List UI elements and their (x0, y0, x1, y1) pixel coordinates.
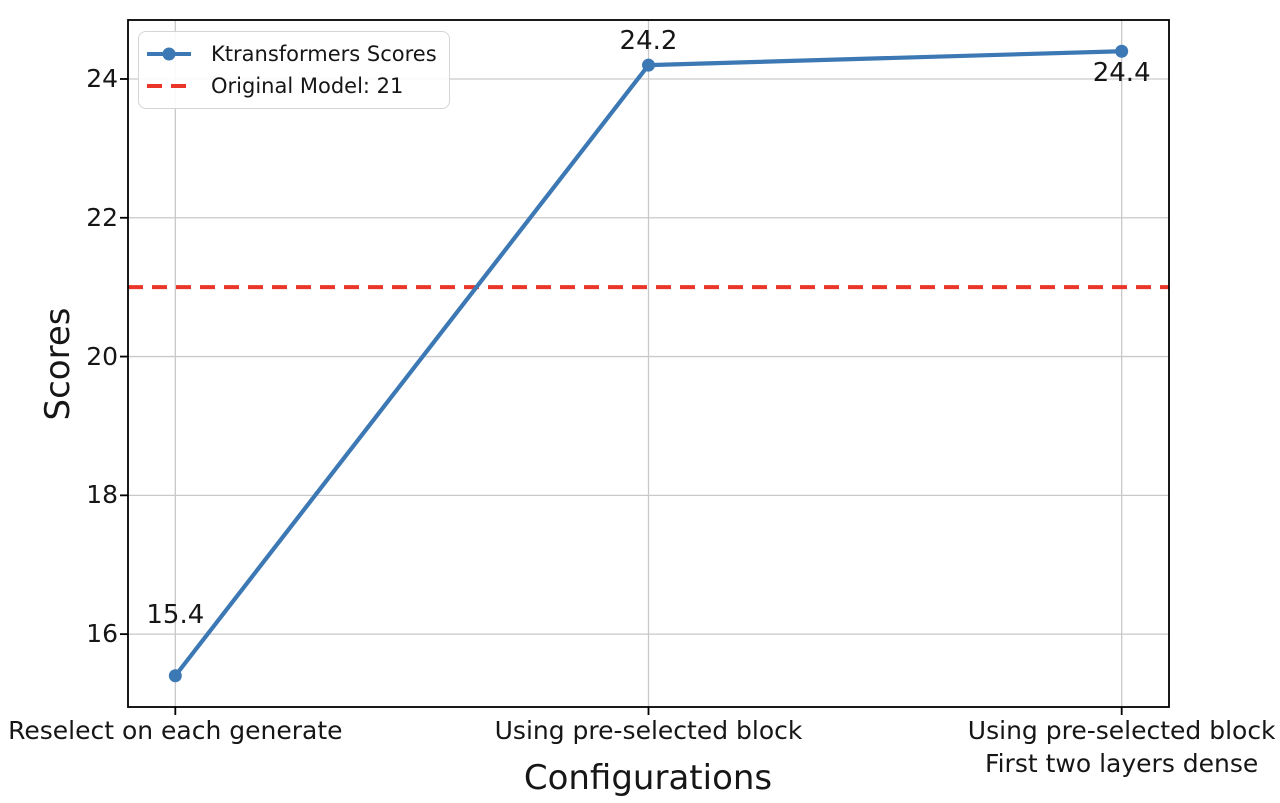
legend-item-ktransformers-scores: Ktransformers Scores (145, 39, 437, 69)
legend-item-original-model: Original Model: 21 (145, 71, 437, 101)
x-tick-label: Using pre-selected block (494, 716, 803, 745)
legend: Ktransformers Scores Original Model: 21 (138, 31, 450, 109)
data-point-label: 24.4 (1092, 58, 1151, 89)
dashed-line-icon (147, 84, 191, 88)
y-tick-label: 22 (86, 202, 118, 232)
legend-label-original-model: Original Model: 21 (211, 74, 404, 98)
data-point-label: 24.2 (619, 26, 678, 57)
y-tick-label: 18 (86, 480, 118, 510)
x-tick-label: Reselect on each generate (8, 716, 343, 745)
legend-label-ktransformers-scores: Ktransformers Scores (211, 42, 437, 66)
data-point-marker (1115, 44, 1129, 58)
x-tick-label: Using pre-selected block First two layers… (967, 716, 1276, 778)
y-tick-label: 16 (86, 619, 118, 649)
x-axis-label: Configurations (523, 758, 773, 798)
y-tick-label: 20 (86, 341, 118, 371)
data-point-marker (168, 669, 182, 683)
line-marker-icon (147, 47, 191, 61)
y-axis-label: Scores (38, 307, 78, 421)
y-tick-label: 24 (86, 63, 118, 93)
data-point-label: 15.4 (146, 599, 205, 630)
data-point-marker (642, 58, 655, 72)
